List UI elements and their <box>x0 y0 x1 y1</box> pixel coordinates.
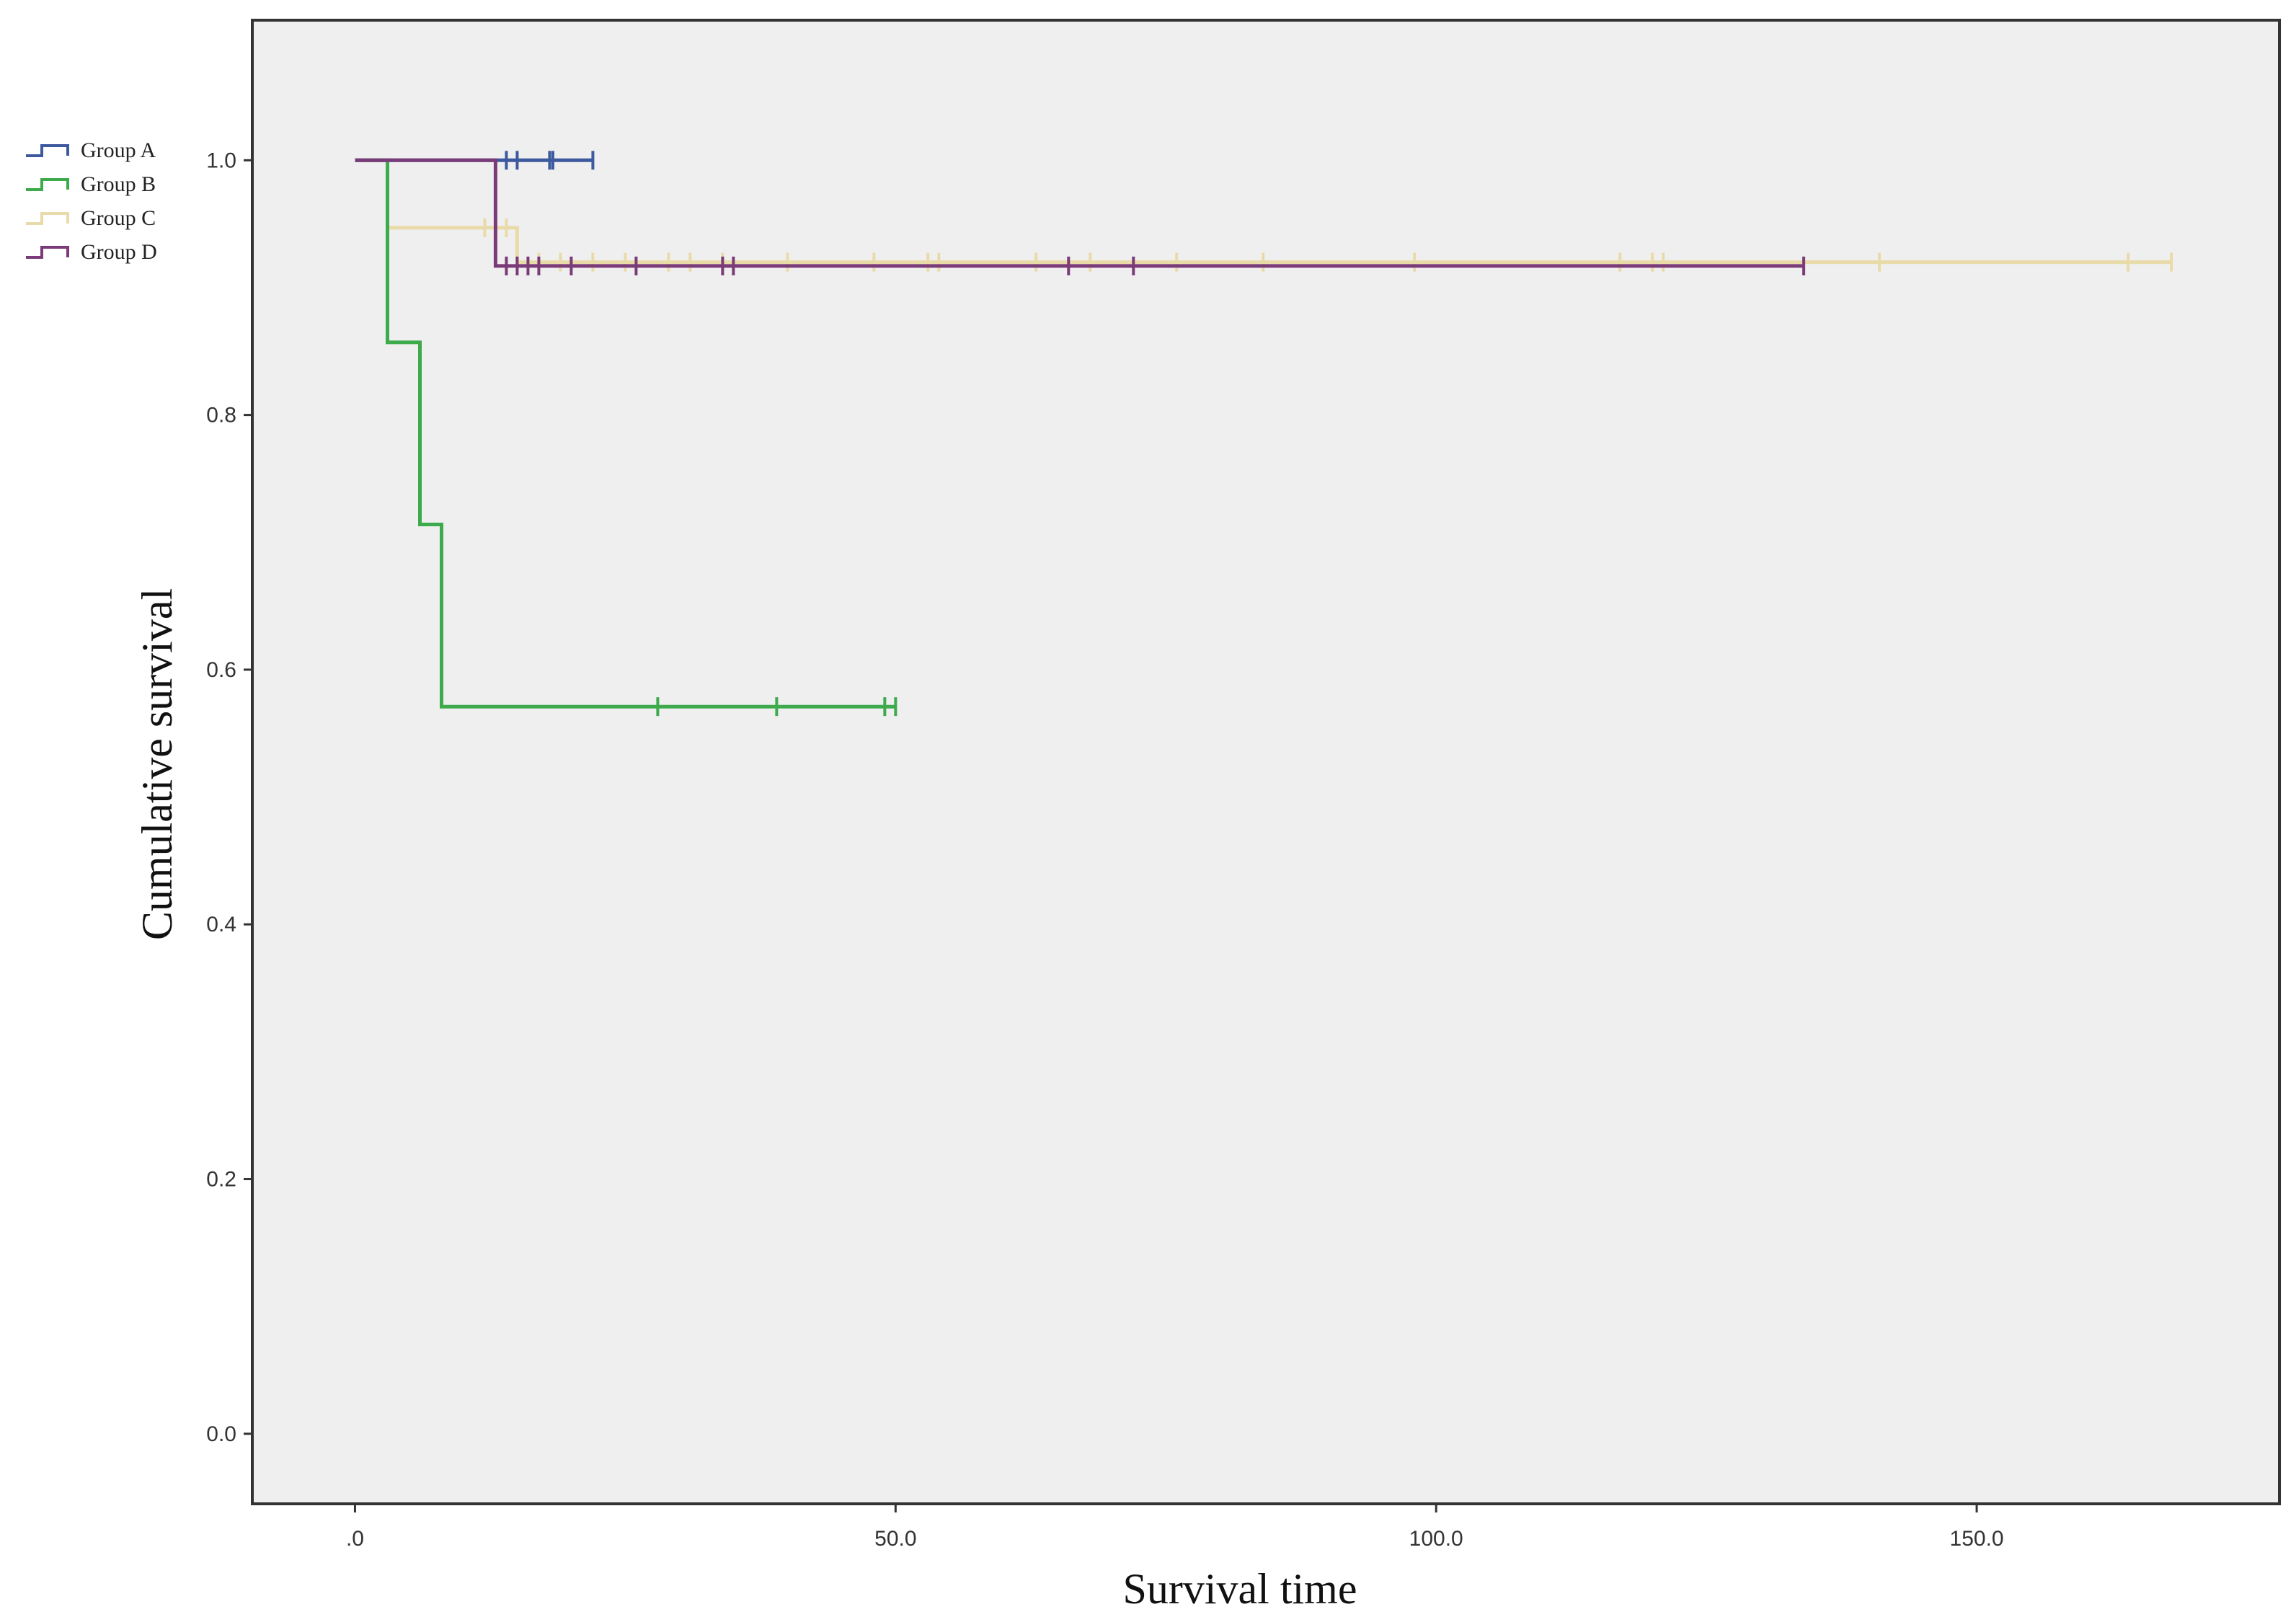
y-tick-label: 0.4 <box>206 913 236 936</box>
series-group-b <box>355 158 897 717</box>
legend-label-group-c: Group C <box>81 206 156 230</box>
legend-item-group-b: Group B <box>26 172 156 196</box>
series-line-group-b <box>355 158 896 709</box>
y-tick-label: 1.0 <box>206 149 236 172</box>
x-tick-label: 150.0 <box>1950 1527 2004 1551</box>
x-tick-label: 100.0 <box>1409 1527 1463 1551</box>
legend-swatch-group-a <box>26 144 69 157</box>
y-tick-label: 0.0 <box>206 1422 236 1446</box>
y-tick-label: 0.2 <box>206 1168 236 1192</box>
legend-item-group-a: Group A <box>26 138 156 162</box>
legend-label-group-a: Group A <box>81 138 156 162</box>
legend-item-group-c: Group C <box>26 206 156 230</box>
plot-area <box>251 19 2281 1505</box>
legend: Group A Group B Group C Group D <box>26 138 157 264</box>
series-line-group-d <box>355 158 1804 268</box>
legend-swatch-group-b <box>26 178 69 191</box>
series-layer <box>355 151 2173 717</box>
legend-label-group-d: Group D <box>81 240 157 264</box>
y-tick-label: 0.6 <box>206 658 236 682</box>
legend-label-group-b: Group B <box>81 172 156 196</box>
legend-swatch-group-d <box>26 246 69 259</box>
x-axis-title: Survival time <box>1123 1565 1357 1613</box>
x-tick-label: 50.0 <box>874 1527 916 1551</box>
legend-item-group-d: Group D <box>26 240 157 264</box>
y-tick-label: 0.8 <box>206 404 236 427</box>
x-tick-label: .0 <box>346 1527 364 1551</box>
axes-group: 0.0 0.2 0.4 0.6 0.8 1.0 .0 50.0 100.0 150.0 <box>206 149 2003 1551</box>
series-group-d <box>355 158 1806 275</box>
legend-swatch-group-c <box>26 212 69 225</box>
y-axis-title: Cumulative survival <box>133 588 181 940</box>
